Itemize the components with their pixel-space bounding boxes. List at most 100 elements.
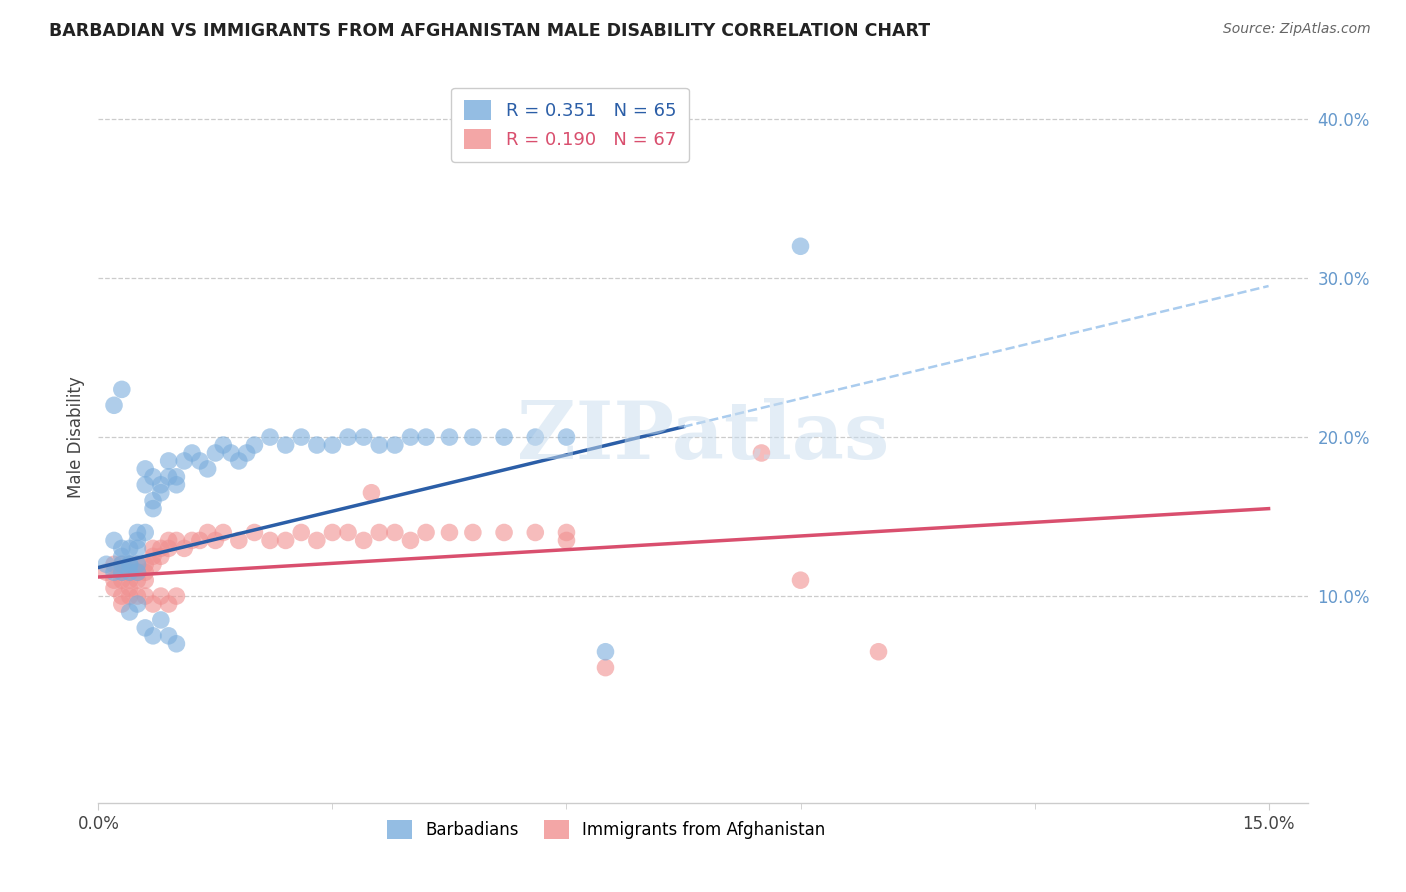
Point — [142, 597, 165, 611]
Point — [219, 446, 242, 460]
Point — [157, 454, 180, 468]
Point — [439, 525, 461, 540]
Point — [751, 446, 773, 460]
Point — [142, 541, 165, 556]
Point — [399, 533, 422, 548]
Point — [149, 549, 172, 564]
Point — [111, 541, 134, 556]
Point — [494, 430, 516, 444]
Point — [197, 525, 219, 540]
Point — [461, 525, 484, 540]
Point — [118, 573, 141, 587]
Point — [384, 525, 406, 540]
Point — [134, 573, 156, 587]
Point — [111, 566, 134, 580]
Point — [494, 525, 516, 540]
Y-axis label: Male Disability: Male Disability — [66, 376, 84, 498]
Point — [595, 645, 617, 659]
Point — [127, 566, 149, 580]
Point — [337, 525, 360, 540]
Point — [142, 501, 165, 516]
Point — [103, 566, 125, 580]
Point — [111, 573, 134, 587]
Point — [127, 558, 149, 572]
Point — [259, 533, 281, 548]
Point — [142, 558, 165, 572]
Point — [305, 533, 328, 548]
Point — [111, 566, 134, 580]
Point — [142, 629, 165, 643]
Point — [368, 525, 391, 540]
Point — [134, 477, 156, 491]
Point — [149, 589, 172, 603]
Point — [127, 533, 149, 548]
Point — [111, 597, 134, 611]
Point — [415, 525, 437, 540]
Point — [103, 558, 125, 572]
Point — [118, 558, 141, 572]
Point — [353, 533, 375, 548]
Point — [157, 597, 180, 611]
Point — [290, 430, 312, 444]
Point — [337, 430, 360, 444]
Point — [368, 438, 391, 452]
Point — [197, 462, 219, 476]
Point — [127, 558, 149, 572]
Point — [173, 454, 195, 468]
Point — [290, 525, 312, 540]
Point — [103, 398, 125, 412]
Point — [165, 589, 187, 603]
Point — [111, 558, 134, 572]
Point — [360, 485, 382, 500]
Point — [165, 477, 187, 491]
Point — [321, 525, 343, 540]
Point — [243, 525, 266, 540]
Point — [181, 446, 204, 460]
Point — [235, 446, 257, 460]
Point — [212, 438, 235, 452]
Point — [127, 573, 149, 587]
Point — [127, 541, 149, 556]
Point — [321, 438, 343, 452]
Point — [142, 493, 165, 508]
Point — [118, 566, 141, 580]
Point — [118, 566, 141, 580]
Point — [149, 613, 172, 627]
Point — [127, 566, 149, 580]
Point — [134, 558, 156, 572]
Point — [243, 438, 266, 452]
Point — [111, 549, 134, 564]
Point — [111, 558, 134, 572]
Point — [173, 541, 195, 556]
Point — [127, 566, 149, 580]
Point — [165, 533, 187, 548]
Point — [595, 660, 617, 674]
Point — [384, 438, 406, 452]
Point — [228, 533, 250, 548]
Point — [118, 605, 141, 619]
Point — [188, 454, 211, 468]
Point — [134, 589, 156, 603]
Point — [111, 566, 134, 580]
Point — [439, 430, 461, 444]
Point — [555, 533, 578, 548]
Point — [103, 533, 125, 548]
Point — [149, 477, 172, 491]
Point — [118, 589, 141, 603]
Text: Source: ZipAtlas.com: Source: ZipAtlas.com — [1223, 22, 1371, 37]
Point — [157, 629, 180, 643]
Point — [399, 430, 422, 444]
Point — [555, 430, 578, 444]
Point — [134, 462, 156, 476]
Point — [111, 589, 134, 603]
Point — [127, 589, 149, 603]
Point — [789, 239, 811, 253]
Point — [149, 541, 172, 556]
Point — [127, 525, 149, 540]
Point — [134, 566, 156, 580]
Point — [118, 558, 141, 572]
Point — [212, 525, 235, 540]
Point — [142, 470, 165, 484]
Point — [118, 541, 141, 556]
Point — [157, 470, 180, 484]
